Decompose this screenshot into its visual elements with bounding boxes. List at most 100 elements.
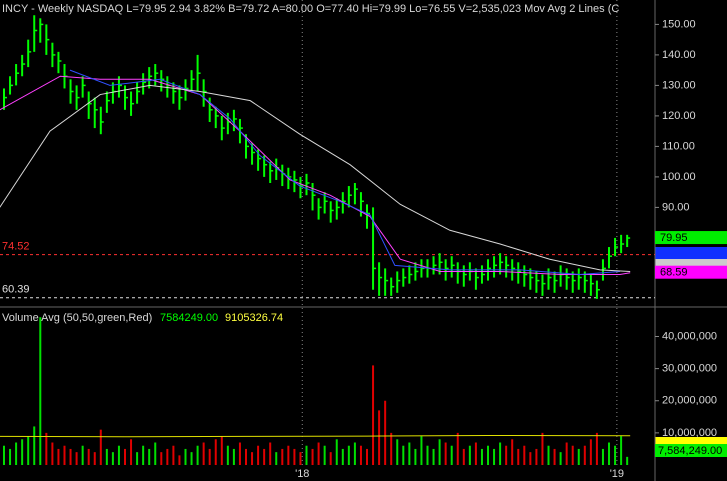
moving-average (0, 75, 631, 275)
volume-bar (626, 456, 629, 465)
volume-bar (480, 448, 483, 465)
volume-bar (281, 448, 284, 465)
volume-bar (27, 436, 30, 465)
volume-bar (335, 439, 338, 465)
volume-bar (275, 452, 278, 465)
volume-bar (474, 442, 477, 465)
y-tick-label: 40,000,000 (662, 330, 717, 342)
volume-bar (251, 452, 254, 465)
volume-bar (63, 445, 66, 465)
volume-bar (263, 448, 266, 465)
y-tick-label: 130.00 (662, 79, 696, 91)
volume-bar (9, 448, 12, 465)
volume-bar (123, 448, 126, 465)
volume-bar (178, 455, 181, 465)
volume-bar (142, 445, 145, 465)
volume-bar (81, 445, 84, 465)
y-tick-label: 30,000,000 (662, 363, 717, 375)
volume-bar (311, 448, 314, 465)
volume-bar (523, 445, 526, 465)
volume-bar (257, 445, 260, 465)
volume-bar (487, 445, 490, 465)
volume-bar (547, 445, 550, 465)
y-tick-label: 10,000,000 (662, 427, 717, 439)
volume-bar (69, 448, 72, 465)
volume-avg: 7584249.00 (160, 312, 218, 324)
volume-bar (505, 445, 508, 465)
volume-bar (438, 439, 441, 465)
volume-bar (87, 448, 90, 465)
volume-bar (414, 448, 417, 465)
volume-bar (462, 448, 465, 465)
volume-bar (172, 445, 175, 465)
last-price-label: 79.95 (660, 232, 688, 244)
volume-bar (323, 445, 326, 465)
volume-bar (535, 448, 538, 465)
volume-bar (15, 442, 18, 465)
x-tick-label: '19 (610, 468, 624, 480)
volume-bar (571, 445, 574, 465)
volume-bar (214, 439, 217, 465)
volume-bar (595, 432, 598, 465)
volume-bar (238, 442, 241, 465)
volume-bar (299, 452, 302, 465)
volume-average (0, 434, 631, 438)
header: INCY - Weekly NASDAQ L=79.95 2.94 3.82% … (2, 3, 619, 15)
reference-label: 74.52 (2, 241, 30, 253)
volume-avg: 9105326.74 (225, 312, 283, 324)
volume-bar (499, 442, 502, 465)
ma-label: 68.59 (660, 267, 688, 279)
volume-bar (154, 442, 157, 465)
volume-bar (21, 439, 24, 465)
volume-bar (136, 452, 139, 465)
volume-bar (583, 445, 586, 465)
volume-bar (559, 452, 562, 465)
volume-bar (426, 445, 429, 465)
volume-bar (390, 432, 393, 465)
volume-bar (244, 448, 247, 465)
volume-bar (347, 445, 350, 465)
volume-bar (111, 452, 114, 465)
y-tick-label: 90.00 (662, 201, 690, 213)
volume-bar (589, 439, 592, 465)
volume-bar (366, 448, 369, 465)
volume-bar (432, 448, 435, 465)
volume-bar (2, 445, 5, 465)
y-tick-label: 20,000,000 (662, 395, 717, 407)
volume-bar (208, 448, 211, 465)
volume-bar (565, 442, 568, 465)
volume-bar (329, 452, 332, 465)
volume-bar (511, 439, 514, 465)
y-tick-label: 110.00 (662, 140, 695, 152)
volume-bar (614, 445, 617, 465)
y-tick-label: 120.00 (662, 110, 696, 122)
volume-bar (372, 365, 375, 465)
volume-bar (353, 442, 356, 465)
volume-bar (33, 426, 36, 465)
moving-average (0, 84, 631, 272)
volume-bar (293, 448, 296, 465)
volume-bar (130, 439, 133, 465)
volume-bar (148, 448, 151, 465)
volume-bar (117, 445, 120, 465)
volume-bar (317, 442, 320, 465)
volume-bar (57, 448, 60, 465)
volume-bar (39, 317, 42, 465)
ma-flag (655, 265, 727, 279)
moving-average (69, 69, 620, 276)
volume-bar (396, 439, 399, 465)
volume-bar (402, 445, 405, 465)
volume-bar (226, 445, 229, 465)
y-tick-label: 140.00 (662, 49, 696, 61)
volume-bar (420, 436, 423, 465)
volume-label: 7,584,249.00 (658, 445, 722, 457)
volume-bar (456, 432, 459, 465)
volume-bar (190, 452, 193, 465)
volume-bar (184, 448, 187, 465)
volume-bar (620, 436, 623, 465)
volume-bar (232, 448, 235, 465)
volume-bar (93, 452, 96, 465)
volume-bar (51, 442, 54, 465)
volume-bar (99, 429, 102, 465)
